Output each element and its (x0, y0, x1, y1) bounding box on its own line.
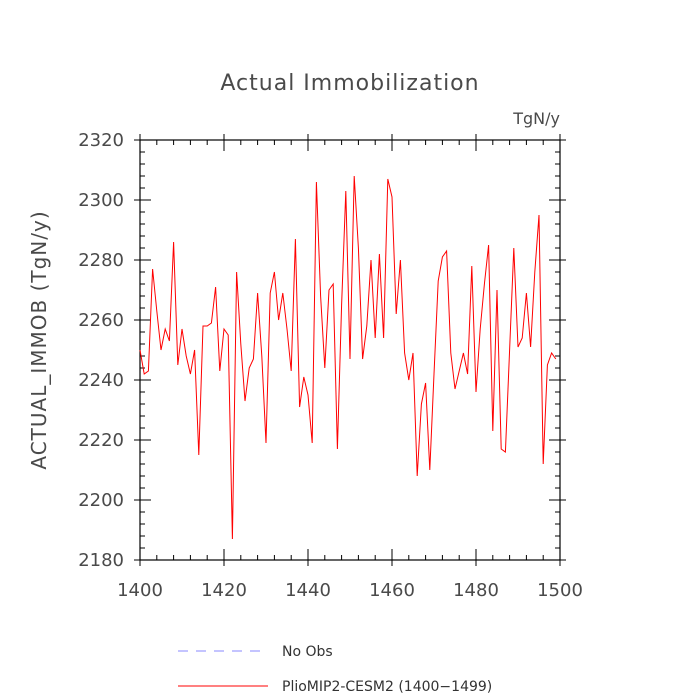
units-label: TgN/y (512, 109, 560, 128)
x-tick-label: 1460 (369, 580, 415, 601)
y-tick-label: 2300 (78, 190, 124, 211)
x-tick-label: 1400 (117, 580, 163, 601)
y-tick-label: 2280 (78, 250, 124, 271)
y-tick-label: 2220 (78, 430, 124, 451)
y-axis-label: ACTUAL_IMMOB (TgN/y) (27, 210, 51, 469)
x-tick-label: 1420 (201, 580, 247, 601)
x-tick-label: 1480 (453, 580, 499, 601)
plot-area: 1400 1420 1440 1460 1480 1500 2180 2200 2220 2240… (78, 130, 583, 601)
y-tick-label: 2240 (78, 370, 124, 391)
y-tick-label: 2200 (78, 490, 124, 511)
y-tick-label: 2320 (78, 130, 124, 151)
y-tick-label: 2260 (78, 310, 124, 331)
x-tick-label: 1500 (537, 580, 583, 601)
y-tick-label: 2180 (78, 550, 124, 571)
chart-title: Actual Immobilization (220, 71, 479, 96)
legend-label-no-obs: No Obs (282, 644, 333, 660)
legend-label-pliomip2-cesm2: PlioMIP2-CESM2 (1400−1499) (282, 679, 492, 695)
x-tick-label: 1440 (285, 580, 331, 601)
legend: No Obs PlioMIP2-CESM2 (1400−1499) (178, 644, 492, 695)
series-line-pliomip2-cesm2 (139, 175, 557, 540)
